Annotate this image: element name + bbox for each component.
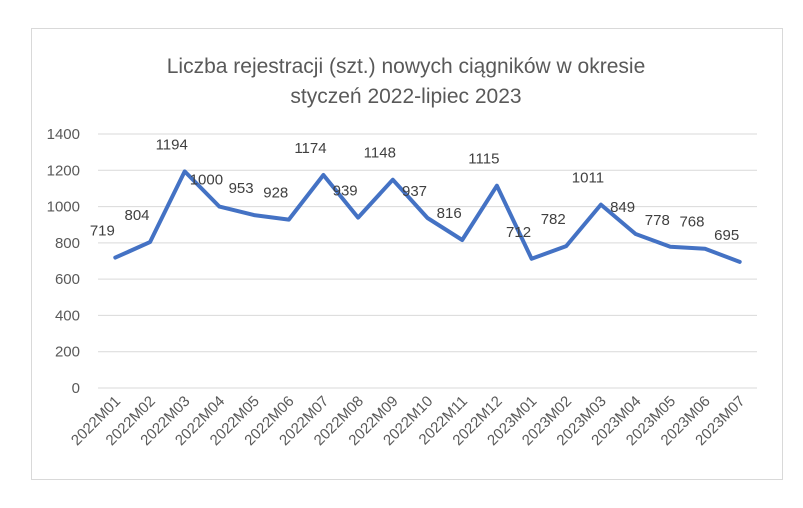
data-label: 1174 [294,140,326,157]
data-labels: 719 804 1194 1000 953 928 1174 939 1148 937 816 111… [90,136,739,244]
y-tick-label: 1000 [47,199,80,216]
data-label: 1011 [572,170,604,187]
data-label: 804 [125,207,150,224]
y-axis-tick-labels: 0 200 400 600 800 1000 1200 1400 [47,126,80,397]
y-tick-label: 1200 [47,162,80,179]
chart-title-line-2: styczeń 2022-lipiec 2023 [290,85,521,108]
data-label: 712 [506,224,531,241]
chart-area [31,28,783,480]
y-tick-label: 400 [55,307,80,324]
data-label: 849 [610,199,635,216]
data-label: 778 [645,212,670,229]
data-label: 768 [679,214,704,231]
data-label: 928 [263,185,288,202]
gridlines [98,133,757,389]
chart-title-line-1: Liczba rejestracji (szt.) nowych ciągnik… [167,55,646,78]
chart-title: Liczba rejestracji (szt.) nowych ciągnik… [167,55,646,108]
data-label: 695 [714,227,739,244]
y-tick-label: 800 [55,235,80,252]
data-label: 1148 [364,145,396,162]
data-label: 782 [541,211,566,228]
y-tick-label: 1400 [47,126,80,143]
data-label: 937 [402,183,427,200]
data-label: 1194 [156,136,188,153]
y-tick-label: 600 [55,271,80,288]
x-axis-tick-labels: 2022M012022M022022M032022M042022M052022M… [68,393,749,449]
data-label: 816 [437,205,462,222]
data-label: 1000 [190,172,223,189]
data-label: 719 [90,223,115,240]
y-tick-label: 0 [72,380,80,397]
series-line [113,169,742,264]
data-label: 1115 [468,151,499,168]
data-label: 939 [333,183,358,200]
data-label: 953 [229,180,254,197]
y-tick-label: 200 [55,344,80,361]
